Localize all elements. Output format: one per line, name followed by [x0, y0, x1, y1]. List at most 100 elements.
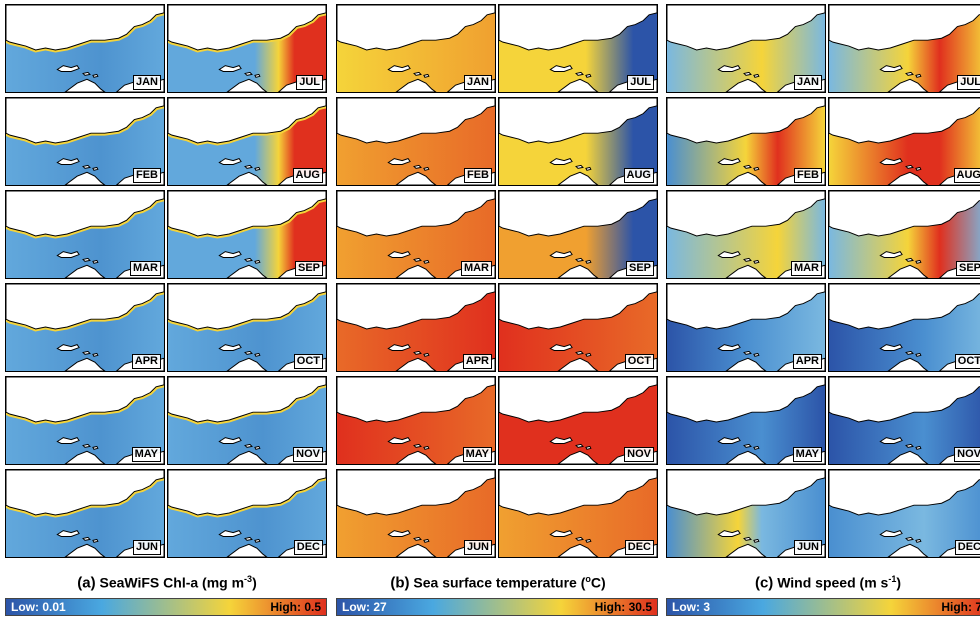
land-mass — [337, 470, 495, 516]
island — [254, 259, 261, 264]
island — [56, 344, 80, 351]
land-mass — [6, 377, 164, 423]
map-panel-wind-oct: OCT — [828, 283, 980, 372]
land-mass — [64, 357, 106, 371]
island — [753, 73, 760, 78]
island — [244, 257, 253, 262]
month-label: NOV — [293, 447, 323, 462]
map-panel-sst-dec: DEC — [498, 469, 658, 558]
island — [82, 71, 91, 76]
land-mass — [226, 78, 268, 92]
month-label: APR — [792, 354, 822, 369]
month-label: JUN — [132, 540, 161, 555]
land-mass — [725, 450, 767, 464]
island — [905, 350, 914, 355]
land-mass — [168, 470, 326, 516]
island — [423, 166, 430, 171]
island — [717, 251, 741, 258]
land-mass — [6, 470, 164, 516]
island — [549, 530, 573, 537]
island — [244, 443, 253, 448]
island — [905, 443, 914, 448]
month-label: NOV — [954, 447, 980, 462]
land-mass — [667, 5, 825, 51]
island — [879, 344, 903, 351]
month-label: FEB — [464, 168, 492, 183]
island — [92, 166, 99, 171]
map-panel-wind-feb: FEB — [666, 97, 826, 186]
island — [82, 257, 91, 262]
panel-title-sup: -1 — [888, 574, 897, 584]
land-mass — [887, 357, 929, 371]
month-label: JUN — [793, 540, 822, 555]
month-label: MAY — [131, 447, 161, 462]
land-mass — [725, 171, 767, 185]
land-mass — [667, 284, 825, 330]
legend-low-label: Low: 27 — [342, 600, 387, 614]
land-mass — [395, 450, 437, 464]
land-mass — [64, 78, 106, 92]
island — [879, 158, 903, 165]
month-label: MAR — [790, 261, 822, 276]
month-label: AUG — [292, 168, 323, 183]
island — [218, 437, 242, 444]
map-panel-sst-jan: JAN — [336, 4, 496, 93]
legend-low-label: Low: 3 — [672, 600, 710, 614]
land-mass — [168, 191, 326, 237]
island — [743, 164, 752, 169]
land-mass — [725, 78, 767, 92]
panel-prefix: (c) — [754, 574, 774, 592]
panel-caption: (a) SeaWiFS Chl-a (mg m-3) — [5, 574, 329, 592]
island — [585, 73, 592, 78]
map-panel-chl-dec: DEC — [167, 469, 327, 558]
island — [743, 536, 752, 541]
island — [915, 538, 922, 543]
panel-title: Wind speed (m s — [773, 574, 889, 591]
island — [244, 71, 253, 76]
month-label: JUN — [463, 540, 492, 555]
panel-caption: (c) Wind speed (m s-1) — [666, 574, 980, 592]
map-panel-wind-mar: MAR — [666, 190, 826, 279]
island — [413, 350, 422, 355]
island — [423, 445, 430, 450]
land-mass — [829, 5, 980, 51]
month-label: SEP — [955, 261, 980, 276]
land-mass — [395, 543, 437, 557]
island — [387, 158, 411, 165]
month-label: JUL — [957, 75, 980, 90]
island — [387, 251, 411, 258]
island — [218, 158, 242, 165]
map-image — [499, 98, 657, 185]
legend-high-label: High: 30.5 — [594, 600, 652, 614]
map-panel-wind-apr: APR — [666, 283, 826, 372]
color-legend: Low: 0.01 High: 0.5 — [5, 598, 327, 616]
month-label: JUL — [627, 75, 654, 90]
map-panel-chl-sep: SEP — [167, 190, 327, 279]
island — [244, 164, 253, 169]
island — [387, 344, 411, 351]
land-mass — [6, 98, 164, 144]
land-mass — [337, 5, 495, 51]
island — [585, 259, 592, 264]
land-mass — [667, 377, 825, 423]
island — [218, 344, 242, 351]
map-panel-wind-jun: JUN — [666, 469, 826, 558]
map-image — [667, 284, 825, 371]
land-mass — [337, 284, 495, 330]
island — [92, 73, 99, 78]
legend-high-label: High: 0.5 — [270, 600, 321, 614]
month-label: DEC — [293, 540, 323, 555]
island — [879, 251, 903, 258]
month-label: AUG — [953, 168, 980, 183]
land-mass — [168, 284, 326, 330]
month-label: FEB — [794, 168, 822, 183]
island — [585, 538, 592, 543]
island — [413, 536, 422, 541]
island — [717, 65, 741, 72]
island — [915, 352, 922, 357]
island — [413, 257, 422, 262]
island — [254, 352, 261, 357]
island — [82, 164, 91, 169]
map-panel-wind-nov: NOV — [828, 376, 980, 465]
island — [905, 164, 914, 169]
